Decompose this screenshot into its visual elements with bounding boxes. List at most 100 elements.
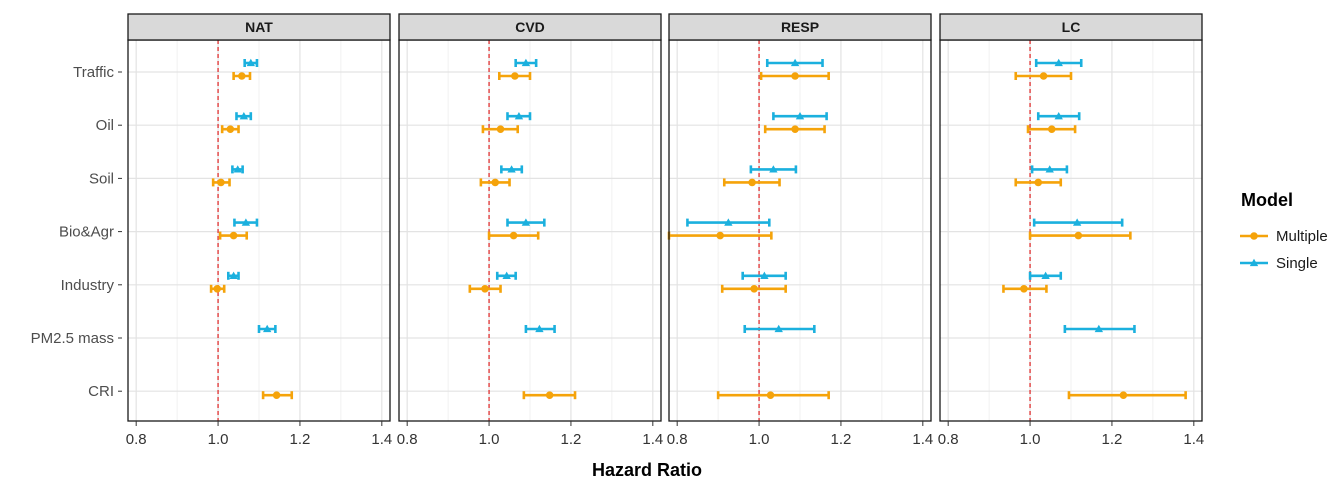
errorbar-pm2-5-mass [743, 324, 816, 333]
legend-label: Single [1276, 255, 1318, 272]
circle-point [496, 125, 505, 133]
series-multiple [1002, 72, 1187, 400]
series-single [686, 58, 828, 333]
circle-point [748, 178, 756, 187]
circle-point [509, 231, 518, 240]
circle-point [238, 72, 246, 80]
circle-point [545, 391, 554, 400]
triangle-point [1054, 58, 1063, 67]
errorbar-cri [716, 391, 830, 400]
errorbar-soil [749, 165, 798, 174]
x-tick-label: 1.0 [208, 431, 229, 448]
circle-point [511, 72, 519, 80]
triangle-point [521, 58, 531, 67]
x-tick-label: 1.4 [642, 431, 663, 448]
series-multiple [667, 72, 830, 400]
triangle-point [1054, 112, 1063, 120]
circle-point [1039, 72, 1048, 80]
triangle-point [774, 324, 783, 333]
circle-point [716, 231, 724, 240]
errorbar-bio-agr [506, 218, 546, 227]
errorbar-bio-agr [686, 218, 771, 227]
errorbar-industry [468, 284, 502, 293]
errorbar-soil [722, 178, 781, 187]
circle-point [1074, 231, 1083, 240]
series-multiple [209, 72, 294, 400]
series-single [495, 58, 556, 333]
errorbar-bio-agr [487, 231, 540, 240]
circle-point [491, 178, 500, 187]
errorbar-soil [231, 165, 244, 174]
x-tick-label: 0.8 [126, 431, 147, 448]
circle-point [1034, 178, 1043, 187]
errorbar-soil [1030, 165, 1069, 174]
errorbar-oil [1036, 112, 1081, 121]
x-tick-label: 1.0 [749, 431, 770, 448]
errorbar-bio-agr [218, 231, 249, 240]
circle-point [791, 125, 799, 133]
errorbar-pm2-5-mass [524, 324, 556, 333]
errorbar-soil [211, 178, 231, 187]
circle-point [750, 285, 758, 293]
facet-strip-label: LC [1062, 19, 1081, 35]
errorbar-oil [481, 125, 520, 134]
circle-point [272, 391, 281, 400]
triangle-point [1072, 218, 1082, 226]
category-label-traffic: Traffic [73, 64, 114, 81]
triangle-point [1045, 165, 1054, 173]
errorbar-industry [720, 284, 787, 293]
errorbar-bio-agr [1028, 231, 1132, 240]
category-axis-labels: Traffic Oil Soil Bio&Agr Industry PM2.5 mass C… [31, 64, 122, 400]
legend-entry-single: Single [1240, 255, 1318, 272]
category-label-bio-agr: Bio&Agr [59, 224, 114, 241]
category-label-cri: CRI [88, 383, 114, 400]
errorbar-traffic [243, 58, 259, 67]
errorbar-bio-agr [1032, 218, 1124, 227]
errorbar-pm2-5-mass [1063, 324, 1136, 333]
errorbar-bio-agr [233, 218, 259, 227]
x-tick-label: 1.0 [479, 431, 500, 448]
errorbar-traffic [514, 58, 538, 67]
circle-point [481, 285, 489, 293]
x-tick-label: 0.8 [667, 431, 688, 448]
facet-strip-label: RESP [781, 19, 819, 35]
errorbar-oil [506, 112, 532, 121]
triangle-point [262, 324, 272, 333]
triangle-point [246, 58, 256, 67]
legend-title: Model [1241, 190, 1293, 210]
errorbar-traffic [497, 72, 532, 80]
x-tick-label: 1.4 [1183, 431, 1204, 448]
x-tick-label: 1.2 [561, 431, 582, 448]
facet-strip-label: NAT [245, 19, 273, 35]
triangle-point [521, 218, 531, 226]
triangle-point [769, 165, 778, 173]
facet-strip [668, 13, 932, 41]
circle-point [213, 285, 222, 293]
errorbar-traffic [765, 58, 824, 67]
errorbar-traffic [759, 72, 830, 80]
x-tick-label: 1.2 [831, 431, 852, 448]
errorbar-oil [772, 112, 828, 121]
circle-point [226, 125, 235, 133]
errorbar-soil [479, 178, 511, 187]
circle-point [229, 231, 238, 240]
triangle-point [724, 218, 733, 226]
facet-panels: NAT 0.8 1.0 1.2 1.4 CVD 0.8 1.0 1.2 1.4 RESP 0.8 1.0… [126, 13, 1204, 448]
triangle-point [233, 165, 242, 173]
triangle-point [760, 271, 769, 279]
errorbar-cri [1067, 391, 1187, 400]
circle-point [1119, 391, 1128, 400]
panel-resp: RESP 0.8 1.0 1.2 1.4 [667, 13, 933, 448]
facet-strip [398, 13, 662, 41]
errorbar-soil [1014, 178, 1063, 187]
x-tick-label: 1.2 [1102, 431, 1123, 448]
errorbar-cri [522, 391, 577, 400]
errorbar-traffic [1014, 72, 1073, 80]
x-tick-label: 0.8 [938, 431, 959, 448]
errorbar-oil [235, 112, 253, 121]
errorbar-industry [495, 271, 517, 280]
triangle-point [1094, 324, 1104, 333]
series-multiple [468, 72, 577, 400]
triangle-point [239, 112, 249, 120]
